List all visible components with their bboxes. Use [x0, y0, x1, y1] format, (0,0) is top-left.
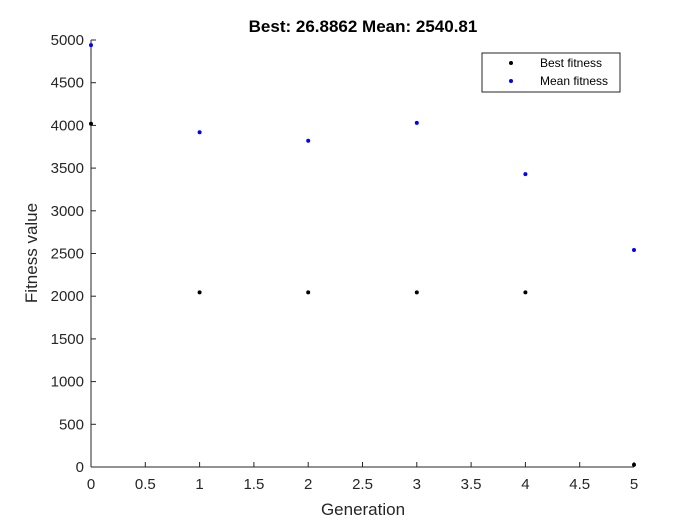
x-tick-label: 4.5: [569, 476, 590, 493]
series-layer: [89, 43, 636, 467]
x-tick-label: 4: [521, 476, 529, 493]
axes-background: [91, 40, 634, 467]
chart-title: Best: 26.8862 Mean: 2540.81: [249, 17, 478, 36]
y-axis: 0 500 1000 1500 2000 2500 3000 3500 4000 4500 5000: [51, 32, 96, 476]
legend-label-best-fitness: Best fitness: [540, 56, 602, 70]
legend: Best fitness Mean fitness: [481, 52, 621, 93]
best-fitness-point: [197, 290, 202, 295]
y-tick-label: 500: [59, 416, 84, 433]
mean-fitness-point: [306, 138, 311, 143]
mean-fitness-point: [523, 172, 528, 177]
y-tick-label: 3000: [51, 203, 84, 220]
x-tick-label: 5: [630, 476, 638, 493]
y-tick-label: 4000: [51, 117, 84, 134]
legend-box: [481, 52, 621, 93]
y-tick-label: 1000: [51, 374, 84, 391]
y-tick-label: 0: [76, 459, 84, 476]
best-fitness-point: [89, 121, 93, 126]
best-fitness-point: [414, 290, 419, 295]
best-fitness-point: [632, 462, 636, 467]
x-tick-label: 2.5: [352, 476, 373, 493]
x-tick-label: 1: [195, 476, 203, 493]
x-tick-label: 3: [413, 476, 421, 493]
y-tick-label: 4500: [51, 75, 84, 92]
x-tick-label: 2: [304, 476, 312, 493]
x-tick-label: 3.5: [461, 476, 482, 493]
y-tick-label: 5000: [51, 32, 84, 49]
mean-fitness-point: [89, 43, 93, 48]
x-axis: 0 0.5 1 1.5 2 2.5 3 3.5 4 4.5 5: [87, 462, 638, 493]
legend-label-mean-fitness: Mean fitness: [540, 74, 608, 88]
x-tick-label: 0: [87, 476, 95, 493]
legend-marker-best-fitness: [509, 61, 513, 65]
x-tick-label: 0.5: [135, 476, 156, 493]
y-tick-label: 1500: [51, 331, 84, 348]
mean-fitness-point: [197, 130, 202, 135]
y-axis-label: Fitness value: [22, 203, 41, 303]
mean-fitness-point: [414, 120, 419, 125]
legend-marker-mean-fitness: [509, 79, 513, 83]
x-axis-label: Generation: [321, 500, 405, 519]
y-tick-label: 2000: [51, 288, 84, 305]
best-fitness-point: [306, 290, 311, 295]
x-tick-label: 1.5: [243, 476, 264, 493]
y-tick-label: 3500: [51, 160, 84, 177]
best-fitness-point: [523, 290, 528, 295]
y-tick-label: 2500: [51, 246, 84, 263]
mean-fitness-point: [632, 248, 636, 253]
plot-area: [90, 40, 634, 468]
